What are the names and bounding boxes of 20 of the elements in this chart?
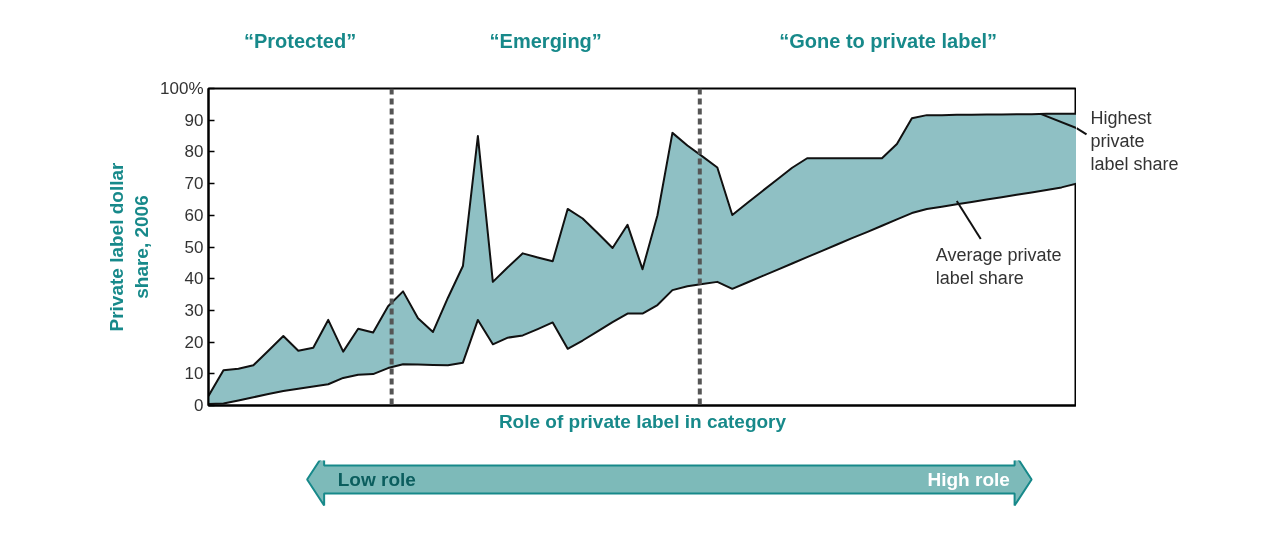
text: Low role bbox=[337, 469, 416, 490]
text: Average private label share bbox=[935, 245, 1062, 289]
y-tick-label: 70 bbox=[184, 174, 204, 194]
y-tick-label: 60 bbox=[184, 205, 204, 225]
y-tick-label: 90 bbox=[184, 110, 204, 130]
y-axis-title: Private label dollar share, 2006 bbox=[105, 161, 153, 332]
y-tick-label: 80 bbox=[184, 142, 204, 162]
x-axis-title: Role of private label in category bbox=[498, 410, 787, 432]
text: “Gone to private label” bbox=[779, 29, 998, 52]
y-tick-label: 10 bbox=[184, 364, 204, 384]
text: High role bbox=[927, 469, 1010, 490]
legend-label: Highest private label share bbox=[1090, 107, 1179, 174]
y-tick-label: 50 bbox=[184, 237, 204, 257]
y-tick-label: 20 bbox=[184, 332, 204, 352]
text: “Emerging” bbox=[489, 29, 602, 52]
y-tick-label: 40 bbox=[184, 269, 204, 289]
text: “Protected” bbox=[243, 29, 357, 52]
y-tick-label: 0 bbox=[194, 396, 204, 415]
y-tick-label: 30 bbox=[184, 300, 204, 320]
y-tick-label: 100% bbox=[160, 79, 204, 98]
